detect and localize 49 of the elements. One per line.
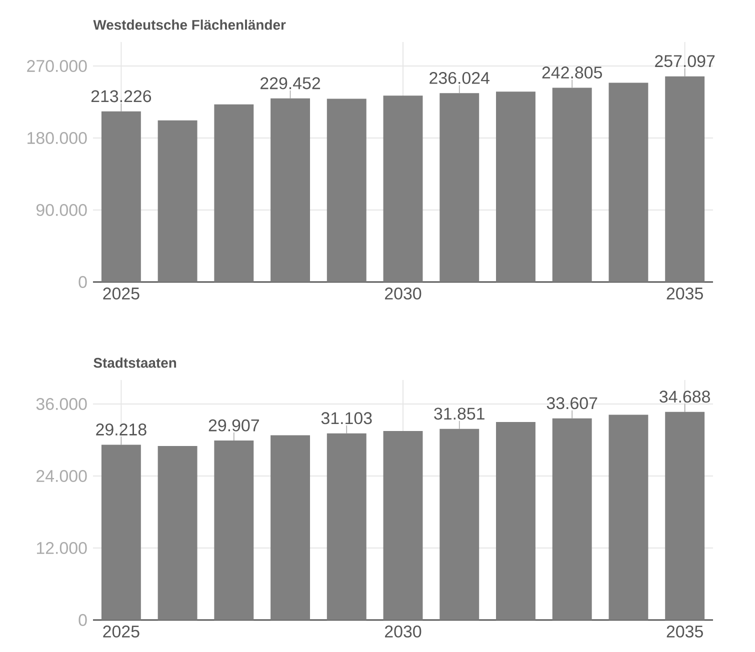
data-label: 242.805 — [542, 66, 602, 79]
bar — [665, 76, 705, 282]
bar — [101, 111, 141, 282]
y-tick-label: 36.000 — [36, 398, 87, 410]
y-tick-label: 0 — [78, 614, 87, 626]
bar — [214, 104, 254, 282]
data-label: 29.218 — [96, 423, 146, 436]
bar — [440, 93, 480, 282]
bar — [326, 433, 366, 620]
y-tick-label: 90.000 — [36, 204, 87, 216]
data-label: 34.688 — [660, 390, 710, 403]
bar — [158, 446, 198, 620]
bar — [270, 98, 310, 282]
y-tick-label: 24.000 — [36, 470, 87, 482]
bar — [496, 92, 536, 282]
bar — [496, 422, 536, 620]
bar — [270, 435, 310, 620]
y-tick-label: 180.000 — [28, 132, 87, 144]
bar — [101, 444, 141, 620]
x-tick-label: 2035 — [666, 288, 703, 300]
bar — [608, 82, 648, 282]
bar — [608, 414, 648, 620]
data-label: 213.226 — [91, 90, 152, 102]
x-tick-label: 2030 — [385, 288, 422, 300]
bar — [383, 96, 423, 282]
data-label: 29.907 — [208, 419, 259, 432]
y-tick-label: 0 — [78, 276, 87, 288]
data-label: 229.452 — [260, 77, 320, 90]
bar — [665, 412, 705, 620]
y-tick-label: 270.000 — [27, 60, 87, 72]
bar — [383, 430, 423, 620]
data-label: 31.851 — [434, 408, 484, 420]
data-label: 33.607 — [546, 397, 598, 410]
bar — [552, 88, 592, 282]
data-label: 257.097 — [655, 55, 715, 68]
data-label: 31.103 — [321, 412, 372, 424]
bar — [440, 428, 480, 620]
data-label: 236.024 — [430, 72, 490, 84]
x-tick-label: 2025 — [103, 288, 140, 300]
bar — [214, 440, 254, 620]
x-tick-label: 2030 — [385, 626, 422, 638]
chart-title: Stadtstaaten — [94, 358, 176, 368]
chart-title: Westdeutsche Flächenländer — [93, 20, 286, 30]
bar — [552, 418, 592, 620]
x-tick-label: 2025 — [103, 626, 140, 638]
bar — [326, 98, 366, 282]
x-tick-label: 2035 — [666, 626, 703, 638]
bar — [158, 120, 198, 282]
y-tick-label: 12.000 — [36, 542, 87, 554]
